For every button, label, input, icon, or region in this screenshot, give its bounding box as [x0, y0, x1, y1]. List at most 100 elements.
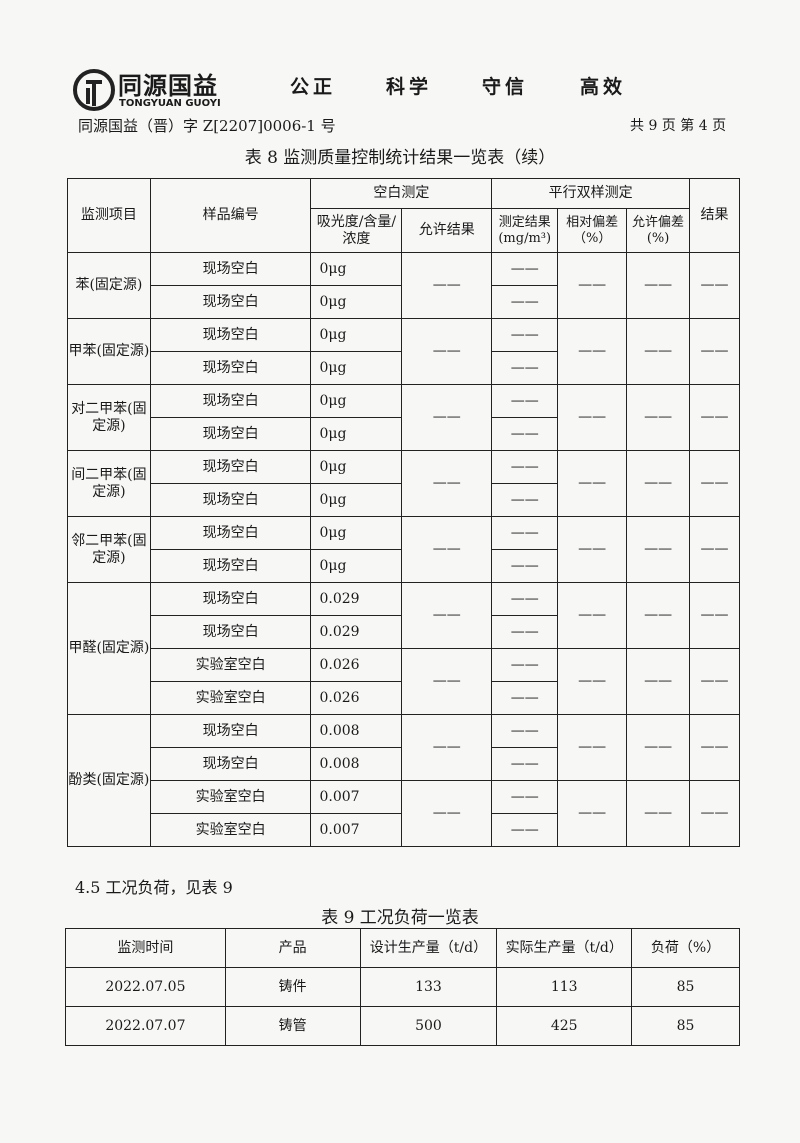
t9-load: 85: [631, 967, 740, 1007]
result: ——: [689, 252, 740, 319]
allowed-deviation: ——: [626, 318, 691, 385]
blank-value: 0.029: [310, 615, 403, 649]
measured-result: ——: [491, 582, 559, 616]
header-measured: 测定结果(mg/m³): [491, 208, 559, 253]
sample-id: 实验室空白: [149, 648, 312, 682]
measured-result: ——: [491, 384, 559, 418]
blank-allowed: ——: [401, 648, 493, 715]
blank-allowed: ——: [401, 714, 493, 781]
blank-allowed: ——: [401, 318, 493, 385]
sample-id: 现场空白: [149, 714, 312, 748]
result: ——: [689, 516, 740, 583]
blank-value: 0μg: [310, 384, 403, 418]
measured-result: ——: [491, 450, 559, 484]
table-row: 现场空白 0μg ——: [68, 351, 740, 385]
t9-design: 133: [359, 967, 498, 1007]
table-row: 邻二甲苯(固定源) 现场空白 0μg —— —— —— —— ——: [67, 516, 740, 583]
sample-id: 实验室空白: [149, 681, 312, 715]
result: ——: [689, 318, 740, 385]
motto-4: 高效: [580, 76, 627, 98]
blank-value: 0.007: [310, 780, 403, 814]
blank-allowed: ——: [401, 516, 493, 583]
t9-actual: 113: [496, 967, 633, 1007]
blank-value: 0μg: [310, 450, 403, 484]
relative-deviation: ——: [557, 516, 628, 583]
table-row: 甲醛(固定源) 现场空白 0.029 —— —— —— —— ——: [67, 582, 740, 715]
relative-deviation: ——: [557, 318, 628, 385]
header-blank-value: 吸光度/含量/浓度: [310, 208, 403, 253]
allowed-deviation: ——: [626, 648, 691, 715]
measured-result: ——: [491, 648, 559, 682]
blank-value: 0μg: [310, 252, 403, 286]
t9-actual: 425: [496, 1006, 633, 1046]
measured-result: ——: [491, 714, 559, 748]
header-allowed-dev: 允许偏差(%): [626, 208, 691, 253]
relative-deviation: ——: [557, 384, 628, 451]
sample-id: 实验室空白: [149, 813, 312, 847]
blank-value: 0.026: [310, 648, 403, 682]
blank-allowed: ——: [401, 252, 493, 319]
sample-id: 现场空白: [149, 351, 312, 385]
result: ——: [689, 384, 740, 451]
t9-header: 产品: [224, 928, 361, 968]
header-item: 监测项目: [67, 178, 151, 253]
sample-id: 现场空白: [149, 384, 312, 418]
allowed-deviation: ——: [626, 714, 691, 781]
sample-id: 现场空白: [149, 285, 312, 319]
measured-result: ——: [491, 483, 559, 517]
section-4-5-heading: 4.5 工况负荷，见表 9: [75, 878, 233, 897]
header-blank: 空白测定: [310, 178, 493, 209]
table-row: 酚类(固定源) 现场空白 0.008 —— —— —— —— ——: [67, 714, 740, 847]
measured-result: ——: [491, 318, 559, 352]
t9-date: 2022.07.05: [65, 967, 226, 1007]
blank-value: 0.007: [310, 813, 403, 847]
sample-id: 实验室空白: [149, 780, 312, 814]
brand-name: 同源国益: [118, 72, 218, 100]
measured-result: ——: [491, 681, 559, 715]
table-row: 现场空白 0μg ——: [68, 483, 740, 517]
table-row: 2022.07.05 铸件 133 113 85: [65, 967, 740, 1007]
blank-value: 0μg: [310, 549, 403, 583]
relative-deviation: ——: [557, 780, 628, 847]
t9-header: 设计生产量（t/d）: [359, 928, 498, 968]
table-row: 现场空白 0.008 ——: [68, 747, 740, 781]
t9-header: 监测时间: [65, 928, 226, 968]
motto-3: 守信: [482, 76, 529, 98]
table-row: 甲苯(固定源) 现场空白 0μg —— —— —— —— ——: [67, 318, 740, 385]
table-row: 实验室空白 0.007 ——: [68, 813, 740, 847]
relative-deviation: ——: [557, 714, 628, 781]
measured-result: ——: [491, 351, 559, 385]
result: ——: [689, 714, 740, 781]
header-result: 结果: [689, 178, 740, 253]
measured-result: ——: [491, 813, 559, 847]
qc-statistics-table: 监测项目 样品编号 空白测定 平行双样测定 结果 吸光度/含量/浓度 允许结果 …: [67, 178, 740, 847]
motto-2: 科学: [386, 76, 433, 98]
measured-result: ——: [491, 252, 559, 286]
table-row: 间二甲苯(固定源) 现场空白 0μg —— —— —— —— ——: [67, 450, 740, 517]
blank-value: 0μg: [310, 516, 403, 550]
monitoring-item: 酚类(固定源): [67, 714, 151, 847]
sample-id: 现场空白: [149, 747, 312, 781]
blank-allowed: ——: [401, 582, 493, 649]
result: ——: [689, 648, 740, 715]
allowed-deviation: ——: [626, 450, 691, 517]
monitoring-item: 间二甲苯(固定源): [67, 450, 151, 517]
monitoring-item: 甲醛(固定源): [67, 582, 151, 715]
allowed-deviation: ——: [626, 384, 691, 451]
load-table: 监测时间 产品 设计生产量（t/d） 实际生产量（t/d） 负荷（%） 2022…: [65, 928, 740, 1046]
table-row: 苯(固定源) 现场空白 0μg —— —— —— —— ——: [67, 252, 740, 319]
blank-allowed: ——: [401, 780, 493, 847]
table-row: 实验室空白 0.007 —— —— —— —— ——: [68, 780, 740, 847]
header-parallel: 平行双样测定: [491, 178, 691, 209]
table-row: 现场空白 0.029 ——: [68, 615, 740, 649]
tongyuan-logo-icon: [73, 69, 115, 111]
relative-deviation: ——: [557, 450, 628, 517]
monitoring-item: 对二甲苯(固定源): [67, 384, 151, 451]
monitoring-item: 苯(固定源): [67, 252, 151, 319]
allowed-deviation: ——: [626, 582, 691, 649]
t9-product: 铸件: [224, 967, 361, 1007]
header-blank-allowed: 允许结果: [401, 208, 493, 253]
measured-result: ——: [491, 417, 559, 451]
blank-value: 0.008: [310, 714, 403, 748]
table-row: 现场空白 0μg ——: [68, 285, 740, 319]
